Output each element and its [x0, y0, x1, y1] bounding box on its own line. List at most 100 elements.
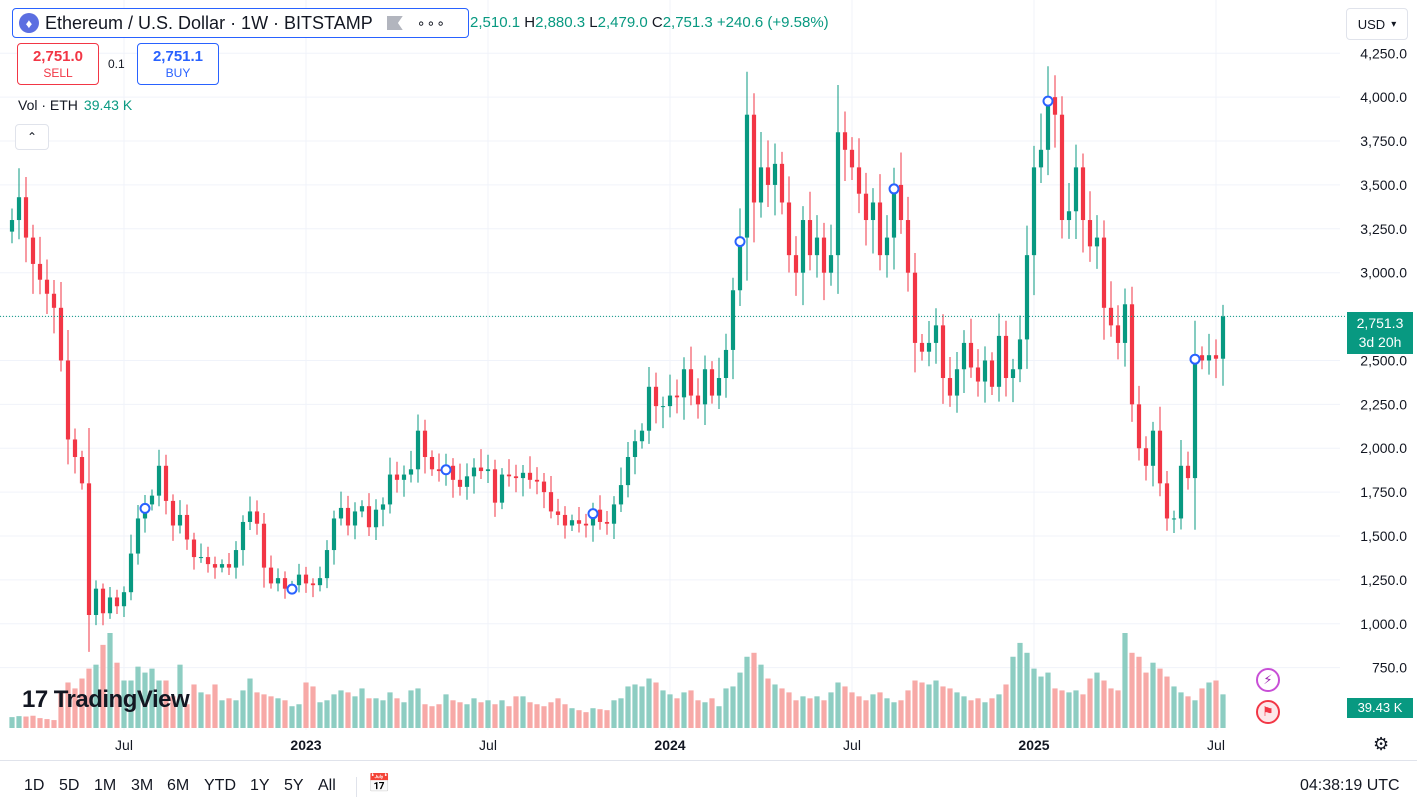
timeframe-3m[interactable]: 3M [131, 777, 154, 794]
clock-display[interactable]: 04:38:19 UTC [1300, 777, 1400, 794]
volume-bar [800, 696, 806, 728]
candle-body [527, 472, 533, 480]
open-value: 2,510.1 [470, 14, 521, 31]
date-range-icon[interactable]: 📅 [368, 773, 391, 793]
candle-body [1150, 430, 1156, 466]
volume-bar [485, 700, 491, 728]
timeframe-5d[interactable]: 5D [59, 777, 80, 794]
dividend-marker [1042, 95, 1054, 107]
sell-button[interactable]: 2,751.0 SELL [17, 43, 99, 85]
volume-bar [786, 692, 792, 728]
price-tick-label: 3,500.0 [1360, 177, 1407, 193]
volume-bar [933, 680, 939, 728]
us-flag-icon[interactable]: ⚑ [1256, 700, 1280, 724]
candle-body [807, 220, 813, 256]
lightning-icon[interactable]: ⚡ [1256, 668, 1280, 692]
timeframe-1d[interactable]: 1D [24, 777, 45, 794]
candle-body [611, 504, 617, 524]
volume-bar [968, 700, 974, 728]
candle-body [240, 521, 246, 551]
volume-bar [44, 719, 50, 728]
volume-bar [940, 686, 946, 728]
candles[interactable] [9, 66, 1226, 652]
candle-body [338, 507, 344, 519]
volume-bar [947, 688, 953, 728]
volume-legend[interactable]: Vol · ETH 39.43 K [18, 97, 132, 113]
volume-bar [1129, 652, 1135, 728]
candle-body [1192, 355, 1198, 479]
candle-body [1136, 404, 1142, 449]
volume-bar [1192, 700, 1198, 728]
tradingview-logo[interactable]: 17 TradingView [22, 686, 190, 714]
gear-icon[interactable]: ⚙ [1373, 734, 1390, 754]
volume-bar [191, 684, 197, 728]
candle-body [373, 509, 379, 528]
flag-icon[interactable] [386, 16, 403, 30]
volume-bar [660, 690, 666, 728]
timeframe-1y[interactable]: 1Y [250, 777, 270, 794]
candle-body [674, 395, 680, 398]
candle-body [730, 290, 736, 350]
volume-bar [632, 684, 638, 728]
candle-body [436, 469, 442, 472]
volume-bar [618, 698, 624, 728]
price-tick-label: 2,250.0 [1360, 396, 1407, 412]
currency-selector[interactable]: USD ▾ [1346, 8, 1408, 40]
candle-body [898, 184, 904, 221]
volume-bar [506, 706, 512, 728]
volume-bar [149, 668, 155, 728]
volume-bar [450, 700, 456, 728]
volume-bar [1073, 690, 1079, 728]
price-axis[interactable]: 750.0 1,000.0 1,250.0 1,500.0 1,750.0 2,000.0… [1360, 45, 1407, 675]
volume-bar [765, 678, 771, 728]
volume-bar [9, 717, 15, 728]
close-label: C [651, 14, 663, 31]
timeframe-ytd[interactable]: YTD [204, 777, 236, 794]
volume-bar [58, 692, 64, 728]
volume-bar [1017, 642, 1023, 728]
volume-bar [16, 716, 22, 728]
volume-bar [436, 704, 442, 728]
sell-label: SELL [43, 66, 73, 80]
volume-bar [1059, 690, 1065, 728]
candle-body [457, 479, 463, 487]
time-tick-label: Jul [843, 737, 861, 753]
candle-body [681, 369, 687, 398]
volume-bar [443, 694, 449, 728]
dividend-marker [139, 502, 151, 514]
dividend-marker [286, 583, 298, 595]
volume-bar [121, 680, 127, 728]
volume-bar [1052, 688, 1058, 728]
volume-bar [527, 702, 533, 728]
volume-bar [37, 718, 43, 728]
volume-bar [611, 700, 617, 728]
volume-bar [835, 682, 841, 728]
candle-body [625, 457, 631, 486]
volume-bar [562, 704, 568, 728]
candle-body [1122, 304, 1128, 343]
symbol-selector[interactable]: ♦ Ethereum / U.S. Dollar · 1W · BITSTAMP… [12, 8, 469, 38]
candle-body [653, 386, 659, 407]
ethereum-coin-icon: ♦ [19, 13, 39, 33]
dividend-marker [440, 464, 452, 476]
collapse-legend-button[interactable]: ⌃ [15, 124, 49, 150]
timeframe-5y[interactable]: 5Y [284, 777, 304, 794]
timeframe-1m[interactable]: 1M [94, 777, 117, 794]
timeframe-6m[interactable]: 6M [167, 777, 190, 794]
candle-body [772, 163, 778, 185]
candle-body [408, 469, 414, 475]
time-axis[interactable]: Jul 2023 Jul 2024 Jul 2025 Jul [115, 737, 1225, 753]
timeframe-all[interactable]: All [318, 777, 336, 794]
volume-bar [212, 684, 218, 728]
volume-bar [1206, 682, 1212, 728]
buy-button[interactable]: 2,751.1 BUY [137, 43, 219, 85]
candle-body [1220, 316, 1226, 359]
more-options-button[interactable]: ∘∘∘ [416, 14, 447, 31]
candle-body [415, 430, 421, 470]
volume-bar [1157, 668, 1163, 728]
volume-bar [905, 690, 911, 728]
dividend-marker [587, 508, 599, 520]
event-markers[interactable] [139, 95, 1201, 595]
price-chart[interactable]: 750.0 1,000.0 1,250.0 1,500.0 1,750.0 2,000.0… [0, 0, 1417, 760]
candle-body [870, 202, 876, 221]
